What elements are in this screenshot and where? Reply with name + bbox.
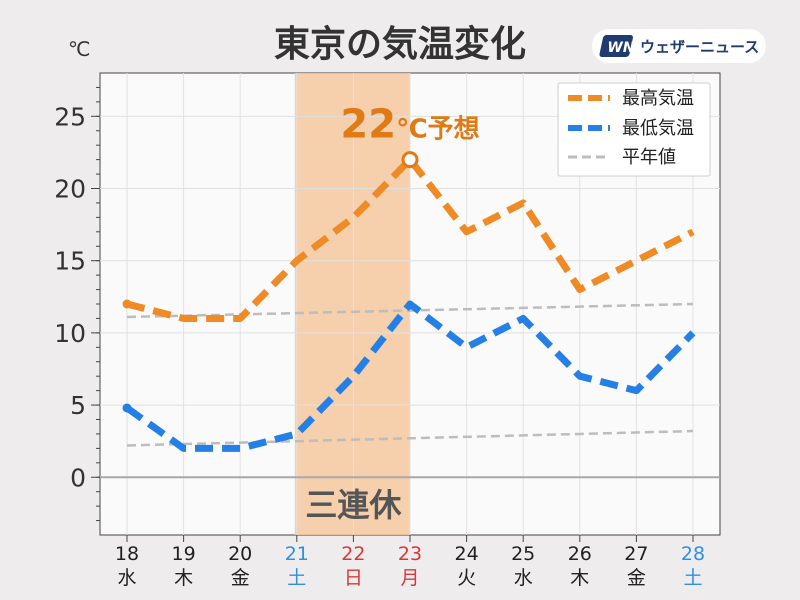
legend-normal-label: 平年値	[622, 147, 676, 168]
holiday-band	[294, 73, 410, 535]
x-tick-label-date: 20	[228, 543, 252, 565]
x-tick-label-weekday: 木	[570, 567, 589, 589]
x-tick-label-date: 23	[398, 543, 422, 565]
peak-annotation-suffix: 予想	[428, 115, 480, 145]
x-tick-label-weekday: 土	[683, 567, 702, 589]
peak-annotation-unit: ℃	[396, 115, 427, 145]
legend-low-label: 最低気温	[622, 118, 694, 139]
brand-logo-mark	[599, 35, 633, 57]
x-tick-label-date: 28	[681, 543, 705, 565]
legend-high-label: 最高気温	[622, 88, 694, 109]
x-tick-label-date: 24	[455, 543, 479, 565]
x-tick-label-weekday: 水	[117, 567, 136, 589]
high-series	[122, 156, 695, 322]
peak-annotation: 22℃予想	[340, 102, 479, 148]
brand-logo-mark-text: WN	[607, 40, 634, 56]
normal-series	[126, 302, 694, 447]
x-tick-label-weekday: 水	[514, 567, 533, 589]
y-tick-label: 15	[54, 247, 86, 276]
y-tick-label: 0	[70, 463, 86, 492]
normal-line	[126, 302, 694, 319]
x-tick-label-weekday: 土	[287, 567, 306, 589]
x-tick-label-date: 25	[511, 543, 535, 565]
y-tick-label: 25	[54, 102, 86, 131]
x-tick-label-date: 27	[624, 543, 648, 565]
x-tick-label-date: 26	[568, 543, 592, 565]
low-series	[122, 300, 696, 452]
peak-annotation-value: 22	[340, 102, 396, 148]
legend: 最高気温 最低気温 平年値	[557, 82, 711, 177]
x-tick-label-weekday: 木	[174, 567, 193, 589]
y-tick-label: 5	[70, 391, 86, 420]
high-line	[126, 156, 695, 322]
x-tick-label-weekday: 月	[400, 567, 419, 589]
y-tick-label: 20	[54, 175, 86, 204]
brand-logo-pill	[592, 29, 766, 63]
y-axis-unit: ℃	[68, 37, 90, 61]
brand-logo: WN ウェザーニュース	[592, 29, 766, 63]
y-axis: 0 5 10 15 20 25	[54, 86, 100, 522]
x-tick-label-date: 21	[285, 543, 309, 565]
brand-name: ウェザーニュース	[640, 38, 759, 56]
x-tick-label-date: 19	[172, 543, 196, 565]
x-tick-label-date: 18	[115, 543, 139, 565]
x-tick-label-weekday: 日	[344, 567, 363, 589]
peak-marker	[401, 151, 419, 169]
x-tick-label-date: 22	[341, 543, 365, 565]
legend-box	[557, 82, 711, 177]
y-tick-label: 10	[54, 319, 86, 348]
x-tick-label-weekday: 火	[457, 567, 476, 589]
x-tick-label-weekday: 金	[231, 567, 250, 589]
normal-line	[126, 429, 694, 447]
x-tick-label-weekday: 金	[627, 567, 646, 589]
chart-title: 東京の気温変化	[274, 23, 526, 65]
holiday-label: 三連休	[305, 486, 402, 524]
